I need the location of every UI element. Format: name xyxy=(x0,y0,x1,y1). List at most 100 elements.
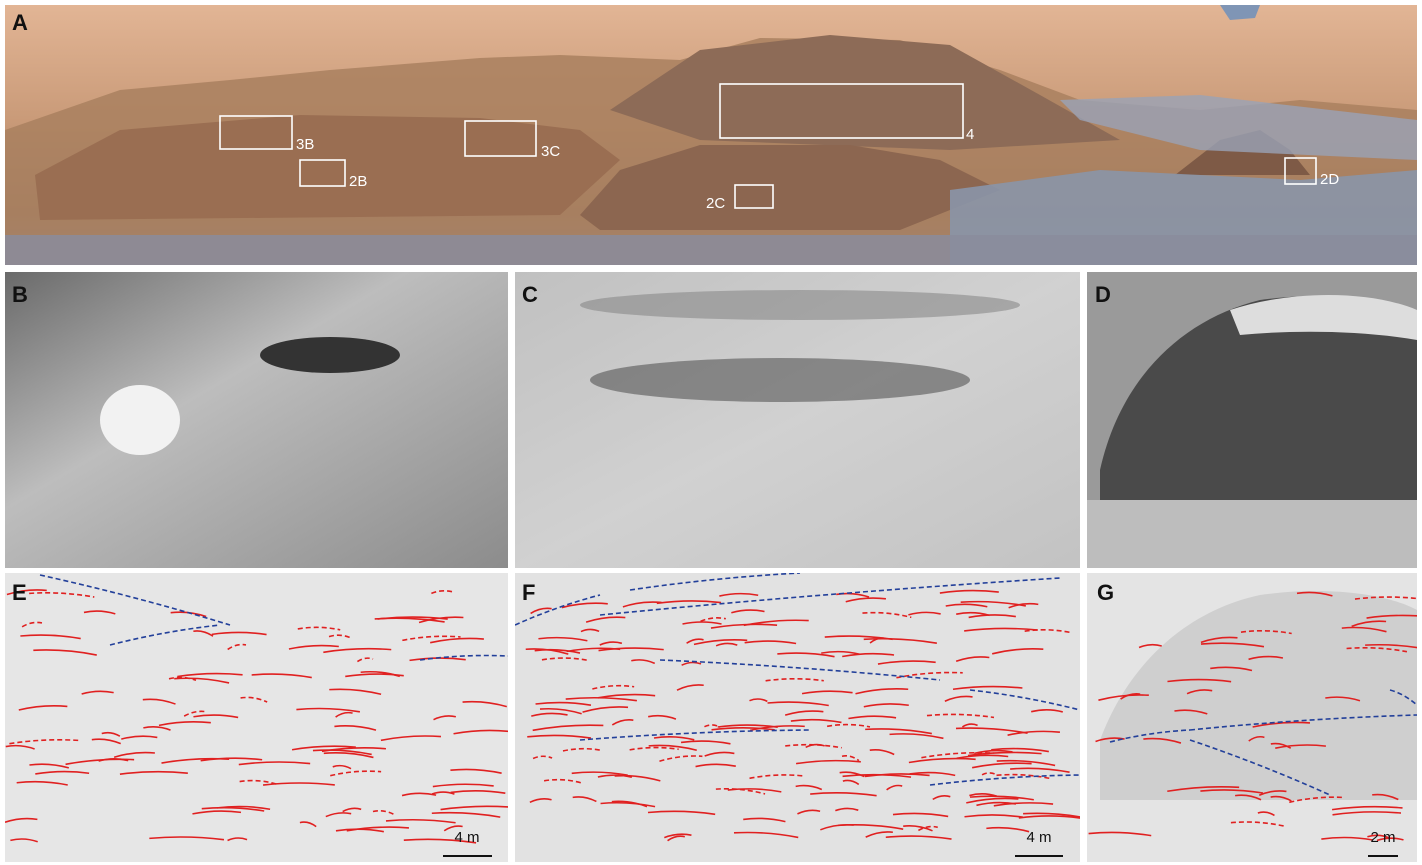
bedding-trace xyxy=(83,610,116,615)
box-label: 4 xyxy=(966,126,974,143)
bedding-trace xyxy=(1210,666,1253,672)
bedding-trace xyxy=(889,733,944,740)
bedding-trace xyxy=(328,634,352,639)
bedding-trace xyxy=(1174,709,1208,715)
bedding-trace xyxy=(968,614,1016,619)
bedding-trace xyxy=(797,809,821,815)
bedding-trace xyxy=(952,685,1023,691)
panel-a: 3B 2B 3C 4 2C 2D A xyxy=(5,5,1417,265)
bedding-trace xyxy=(543,778,582,784)
panel-label: A xyxy=(12,10,28,35)
bedding-trace xyxy=(681,661,702,666)
bedding-trace xyxy=(598,647,664,652)
bedding-trace xyxy=(1200,636,1238,644)
bedding-trace xyxy=(121,735,158,740)
bedding-trace xyxy=(323,752,374,759)
bedding-trace xyxy=(142,698,176,705)
bedding-trace xyxy=(16,780,68,786)
bedding-trace xyxy=(961,723,978,728)
panel-d: D xyxy=(1087,272,1417,568)
bedding-trace xyxy=(1366,614,1417,619)
bedding-trace xyxy=(1341,626,1387,633)
bedding-trace xyxy=(149,836,225,841)
bedding-trace xyxy=(981,772,998,776)
bedding-trace xyxy=(541,657,588,661)
bedding-trace xyxy=(765,677,824,682)
bedding-trace xyxy=(5,817,38,824)
bedding-trace xyxy=(1098,694,1149,701)
scale-label: 4 m xyxy=(454,829,479,846)
bedding-trace xyxy=(944,695,973,702)
bedding-trace xyxy=(342,807,362,813)
bedding-trace xyxy=(996,759,1056,767)
bedding-trace xyxy=(680,740,731,745)
bedding-trace xyxy=(168,676,197,681)
bedding-trace xyxy=(964,814,1024,818)
bedding-trace xyxy=(855,688,909,695)
bedding-trace xyxy=(332,764,352,770)
bedding-trace xyxy=(839,771,865,778)
bedding-trace xyxy=(1332,811,1402,816)
bedding-trace xyxy=(656,600,722,605)
bedding-trace xyxy=(960,600,1026,607)
box-label: 2B xyxy=(349,173,367,190)
bedding-trace xyxy=(380,735,442,742)
bedding-trace xyxy=(1354,596,1417,600)
panel-label: B xyxy=(12,282,28,307)
bedding-trace xyxy=(538,636,588,642)
panel-label: F xyxy=(522,580,535,605)
bedding-trace xyxy=(1376,837,1404,842)
bedding-trace xyxy=(1270,795,1292,802)
bedding-trace xyxy=(174,677,230,684)
panel-g: 2 m G xyxy=(1087,573,1417,862)
bedding-trace xyxy=(299,821,317,828)
panel-f: 4 m F xyxy=(515,573,1080,862)
bedding-trace xyxy=(335,828,384,833)
bounding-surface xyxy=(515,594,601,626)
bedding-trace xyxy=(945,603,988,608)
bedding-trace xyxy=(908,611,941,616)
bedding-trace xyxy=(1258,790,1287,797)
bedding-trace xyxy=(991,747,1049,753)
bedding-trace xyxy=(330,770,382,777)
bedding-trace xyxy=(440,805,508,811)
bedding-trace xyxy=(611,800,648,808)
bedding-trace xyxy=(801,690,853,695)
bedding-trace xyxy=(842,652,895,658)
bedding-trace xyxy=(565,696,638,702)
bedding-trace xyxy=(562,747,603,752)
bedding-trace xyxy=(599,641,623,646)
bedding-trace xyxy=(986,826,1030,833)
bedding-trace xyxy=(1248,655,1284,661)
bedding-trace xyxy=(360,670,401,678)
bedding-trace xyxy=(971,762,1032,769)
bedding-trace xyxy=(377,616,448,620)
inset-box xyxy=(1284,157,1317,185)
bedding-trace xyxy=(1325,696,1361,702)
bedding-trace xyxy=(227,837,248,842)
bedding-trace xyxy=(926,713,995,719)
bedding-trace xyxy=(836,592,870,598)
bedding-trace xyxy=(291,745,356,751)
bedding-trace xyxy=(810,792,877,797)
bedding-trace xyxy=(1018,815,1080,819)
bedding-trace xyxy=(653,736,695,741)
bedding-trace xyxy=(91,738,122,745)
bedding-trace xyxy=(795,784,823,791)
bedding-trace xyxy=(592,684,635,690)
bedding-trace xyxy=(251,673,312,679)
bedding-trace xyxy=(676,684,704,691)
bedding-trace xyxy=(700,617,726,623)
inset-box xyxy=(299,159,346,187)
bedding-trace xyxy=(1296,591,1333,597)
bedding-trace xyxy=(966,797,1019,804)
bedding-trace xyxy=(312,749,372,756)
inset-box xyxy=(719,83,964,139)
bedding-trace xyxy=(955,656,990,663)
bedding-trace xyxy=(323,647,392,654)
inset-box xyxy=(464,120,537,157)
scale-label: 4 m xyxy=(1026,829,1051,846)
bedding-trace xyxy=(647,810,716,816)
bedding-trace xyxy=(686,638,704,644)
bedding-trace xyxy=(695,763,736,768)
